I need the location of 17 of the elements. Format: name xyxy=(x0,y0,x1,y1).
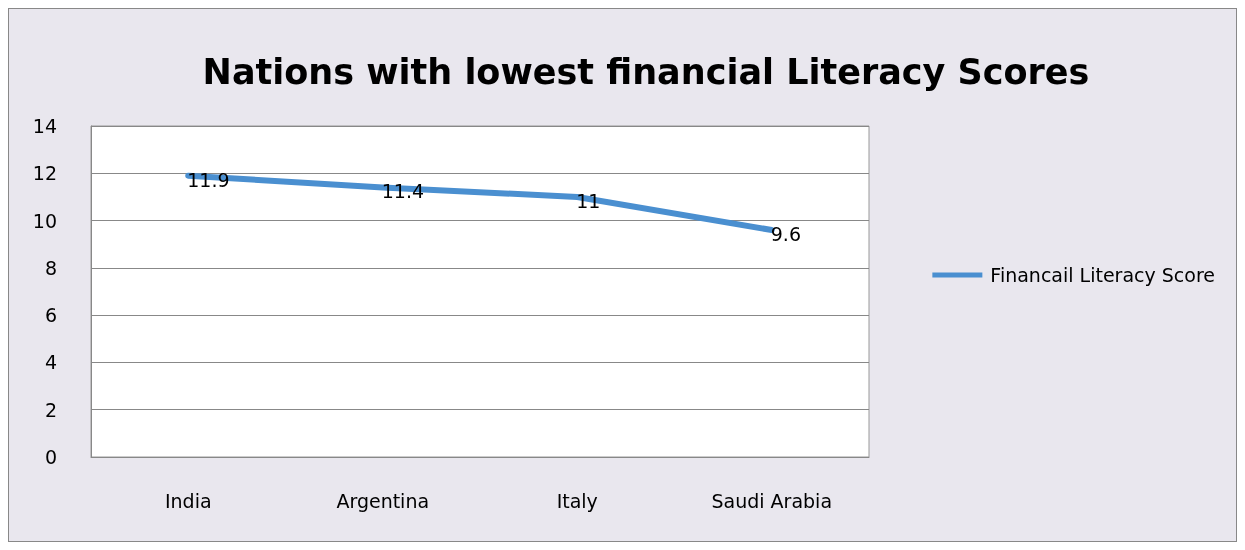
y-tick-label: 8 xyxy=(44,256,57,279)
y-tick-label: 6 xyxy=(44,304,57,327)
y-tick-label: 0 xyxy=(44,446,57,468)
x-tick-label: India xyxy=(164,489,212,512)
data-label: 11 xyxy=(576,189,601,212)
y-tick-label: 14 xyxy=(32,115,57,137)
y-tick-label: 4 xyxy=(44,351,57,374)
legend-label: Financail Literacy Score xyxy=(990,264,1216,286)
chart-title: Nations with lowest financial Literacy Scores xyxy=(202,51,1090,92)
y-tick-label: 10 xyxy=(32,209,57,232)
y-tick-label: 12 xyxy=(32,162,57,185)
x-tick-label: Italy xyxy=(556,489,598,512)
y-tick-label: 2 xyxy=(44,398,57,421)
data-label: 9.6 xyxy=(770,223,801,246)
x-tick-label: Argentina xyxy=(336,489,430,512)
data-label: 11.9 xyxy=(187,168,230,191)
x-tick-label: Saudi Arabia xyxy=(711,489,833,512)
